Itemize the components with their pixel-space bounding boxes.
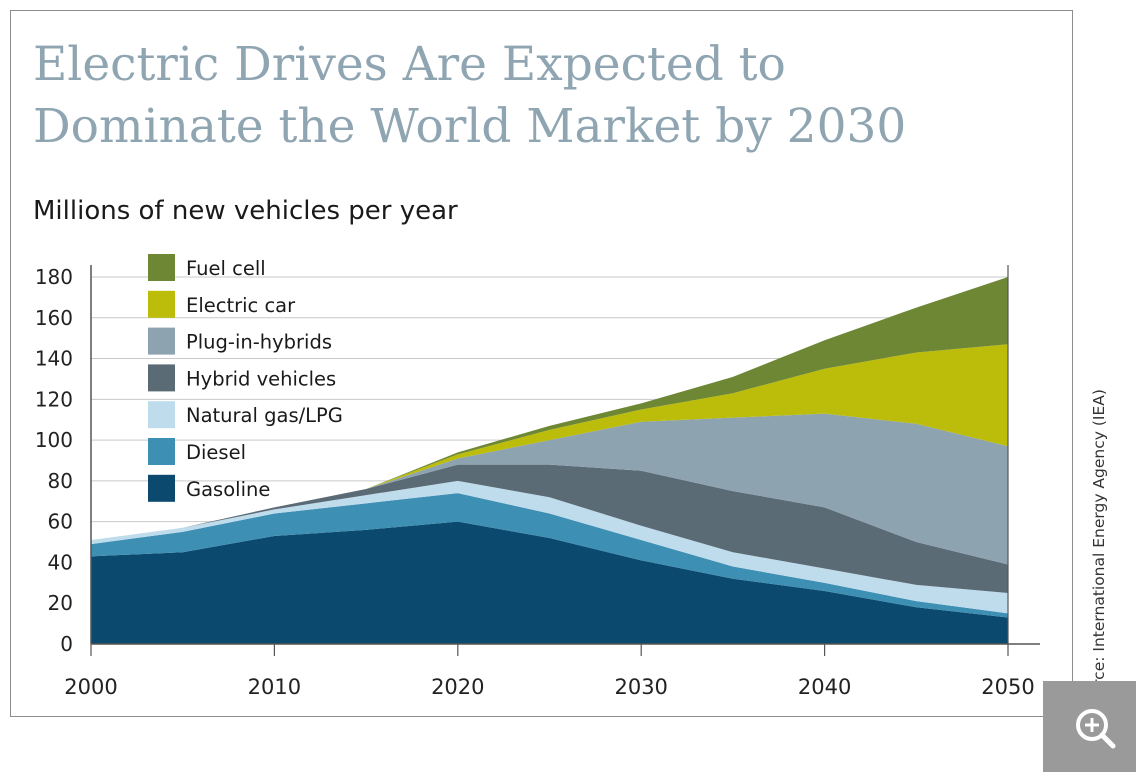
legend-swatch-electric-car	[148, 290, 175, 318]
y-tick-label-80: 80	[48, 469, 73, 493]
legend-swatch-diesel	[148, 438, 175, 465]
area-natural-gas-lpg	[91, 480, 1008, 614]
zoom-in-icon	[1076, 709, 1116, 749]
area-hybrid-vehicles	[91, 464, 1008, 594]
y-tick-label-40: 40	[48, 550, 73, 574]
chart-title-line-1: Electric Drives Are Expected to	[33, 37, 786, 92]
source-note: Source: International Energy Agency (IEA…	[1090, 389, 1108, 715]
y-tick-label-20: 20	[48, 591, 73, 615]
x-tick-label-2050: 2050	[981, 675, 1034, 699]
area-series	[91, 277, 1008, 644]
x-tick-label-2040: 2040	[798, 675, 851, 699]
y-tick-label-140: 140	[35, 347, 73, 371]
legend-label-gasoline: Gasoline	[186, 478, 270, 501]
legend-swatch-plug-in-hybrids	[148, 327, 175, 355]
x-tick-label-2000: 2000	[64, 675, 117, 699]
legend: Fuel cell Electric car Plug-in-hybrids Hybr…	[148, 254, 343, 502]
x-tick-label-2030: 2030	[614, 675, 667, 699]
legend-label-natural-gas-lpg: Natural gas/LPG	[186, 404, 343, 427]
chart-subtitle: Millions of new vehicles per year	[33, 196, 458, 226]
x-tick-label-2020: 2020	[431, 675, 484, 699]
chart-title-line-2: Dominate the World Market by 2030	[33, 99, 907, 154]
legend-swatch-hybrid-vehicles	[148, 364, 175, 392]
y-tick-label-180: 180	[35, 265, 73, 289]
y-tick-label-100: 100	[35, 428, 73, 452]
legend-label-fuel-cell: Fuel cell	[186, 257, 266, 280]
area-diesel	[91, 493, 1008, 618]
legend-swatch-natural-gas-lpg	[148, 401, 175, 429]
area-plug-in-hybrids	[91, 413, 1008, 565]
x-tick-label-2010: 2010	[248, 675, 301, 699]
y-tick-label-60: 60	[48, 510, 73, 534]
legend-label-electric-car: Electric car	[186, 294, 296, 317]
y-tick-label-160: 160	[35, 306, 73, 330]
legend-label-hybrid-vehicles: Hybrid vehicles	[186, 367, 336, 390]
area-electric-car	[91, 344, 1008, 541]
chart-title: Electric Drives Are Expected to Dominate…	[33, 34, 1033, 158]
area-gasoline	[91, 521, 1008, 644]
zoom-button[interactable]	[1043, 681, 1136, 772]
legend-label-plug-in-hybrids: Plug-in-hybrids	[186, 331, 332, 354]
y-tick-label-0: 0	[60, 632, 73, 656]
legend-label-diesel: Diesel	[186, 441, 246, 464]
legend-swatch-fuel-cell	[148, 254, 175, 281]
legend-swatch-gasoline	[148, 474, 175, 502]
y-tick-label-120: 120	[35, 387, 73, 411]
